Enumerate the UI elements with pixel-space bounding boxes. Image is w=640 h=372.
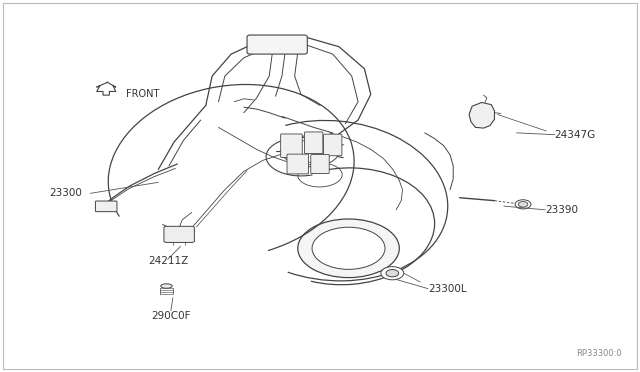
Text: RP33300:0: RP33300:0 [576,349,621,358]
Ellipse shape [386,270,399,277]
FancyBboxPatch shape [95,201,117,212]
Text: FRONT: FRONT [127,89,160,99]
FancyBboxPatch shape [247,35,307,54]
Text: 290C0F: 290C0F [151,311,191,321]
Text: 23390: 23390 [545,205,578,215]
FancyBboxPatch shape [287,154,308,174]
FancyBboxPatch shape [305,132,323,154]
Polygon shape [469,102,495,128]
Ellipse shape [312,227,385,269]
Text: 24347G: 24347G [555,130,596,140]
FancyBboxPatch shape [311,154,329,174]
FancyBboxPatch shape [281,134,302,157]
Text: 24211Z: 24211Z [148,256,189,266]
Ellipse shape [381,267,404,280]
Ellipse shape [515,200,531,209]
FancyBboxPatch shape [323,134,342,156]
FancyBboxPatch shape [164,226,195,243]
Text: 23300L: 23300L [428,283,467,294]
Text: 23300: 23300 [49,188,82,198]
Ellipse shape [518,202,528,207]
Ellipse shape [161,284,172,288]
Ellipse shape [298,219,399,278]
